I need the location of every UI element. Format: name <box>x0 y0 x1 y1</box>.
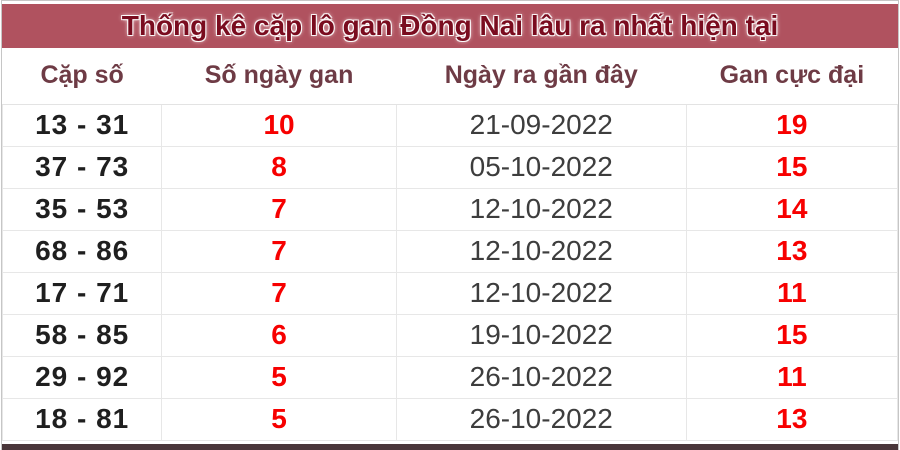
column-header-max: Gan cực đại <box>686 48 898 105</box>
table-row: 17 - 71 7 12-10-2022 11 <box>1 271 899 315</box>
table-row: 58 - 85 6 19-10-2022 15 <box>1 313 899 357</box>
cell-pair: 58 - 85 <box>1 313 163 357</box>
cell-pair: 17 - 71 <box>1 271 163 315</box>
cell-days: 8 <box>161 145 397 189</box>
cell-date: 12-10-2022 <box>395 229 687 273</box>
cell-max: 14 <box>685 187 899 231</box>
cell-pair: 29 - 92 <box>1 355 163 399</box>
cell-date: 05-10-2022 <box>395 145 687 189</box>
cell-max: 19 <box>685 103 899 147</box>
cell-max: 15 <box>685 313 899 357</box>
cell-max: 11 <box>685 271 899 315</box>
cell-days: 7 <box>161 229 397 273</box>
table-row: 13 - 31 10 21-09-2022 19 <box>1 103 899 147</box>
table-row: 37 - 73 8 05-10-2022 15 <box>1 145 899 189</box>
table-row: 18 - 81 5 26-10-2022 13 <box>1 397 899 441</box>
cell-pair: 35 - 53 <box>1 187 163 231</box>
table-row: 68 - 86 7 12-10-2022 13 <box>1 229 899 273</box>
cell-days: 10 <box>161 103 397 147</box>
cell-pair: 37 - 73 <box>1 145 163 189</box>
table-header: Cặp số Số ngày gan Ngày ra gần đây Gan c… <box>2 48 898 105</box>
cell-days: 6 <box>161 313 397 357</box>
cell-days: 5 <box>161 355 397 399</box>
cell-date: 21-09-2022 <box>395 103 687 147</box>
cell-date: 19-10-2022 <box>395 313 687 357</box>
column-header-pair: Cặp số <box>2 48 162 105</box>
cell-max: 11 <box>685 355 899 399</box>
panel-title-bar: Thống kê cặp lô gan Đồng Nai lâu ra nhất… <box>2 4 898 48</box>
cell-days: 7 <box>161 271 397 315</box>
cell-pair: 13 - 31 <box>1 103 163 147</box>
cell-pair: 18 - 81 <box>1 397 163 441</box>
cell-date: 26-10-2022 <box>395 397 687 441</box>
header-row: Cặp số Số ngày gan Ngày ra gần đây Gan c… <box>2 48 898 105</box>
cell-date: 12-10-2022 <box>395 187 687 231</box>
panel-title: Thống kê cặp lô gan Đồng Nai lâu ra nhất… <box>121 10 779 41</box>
bottom-border-bar <box>2 444 898 450</box>
cell-max: 15 <box>685 145 899 189</box>
cell-max: 13 <box>685 397 899 441</box>
cell-max: 13 <box>685 229 899 273</box>
cell-date: 12-10-2022 <box>395 271 687 315</box>
cell-days: 5 <box>161 397 397 441</box>
table-body: 13 - 31 10 21-09-2022 19 37 - 73 8 05-10… <box>1 103 899 441</box>
cell-days: 7 <box>161 187 397 231</box>
gan-pairs-table: Cặp số Số ngày gan Ngày ra gần đây Gan c… <box>1 48 899 441</box>
column-header-days: Số ngày gan <box>161 48 397 105</box>
table-row: 35 - 53 7 12-10-2022 14 <box>1 187 899 231</box>
cell-pair: 68 - 86 <box>1 229 163 273</box>
cell-date: 26-10-2022 <box>395 355 687 399</box>
column-header-date: Ngày ra gần đây <box>396 48 687 105</box>
table-row: 29 - 92 5 26-10-2022 11 <box>1 355 899 399</box>
